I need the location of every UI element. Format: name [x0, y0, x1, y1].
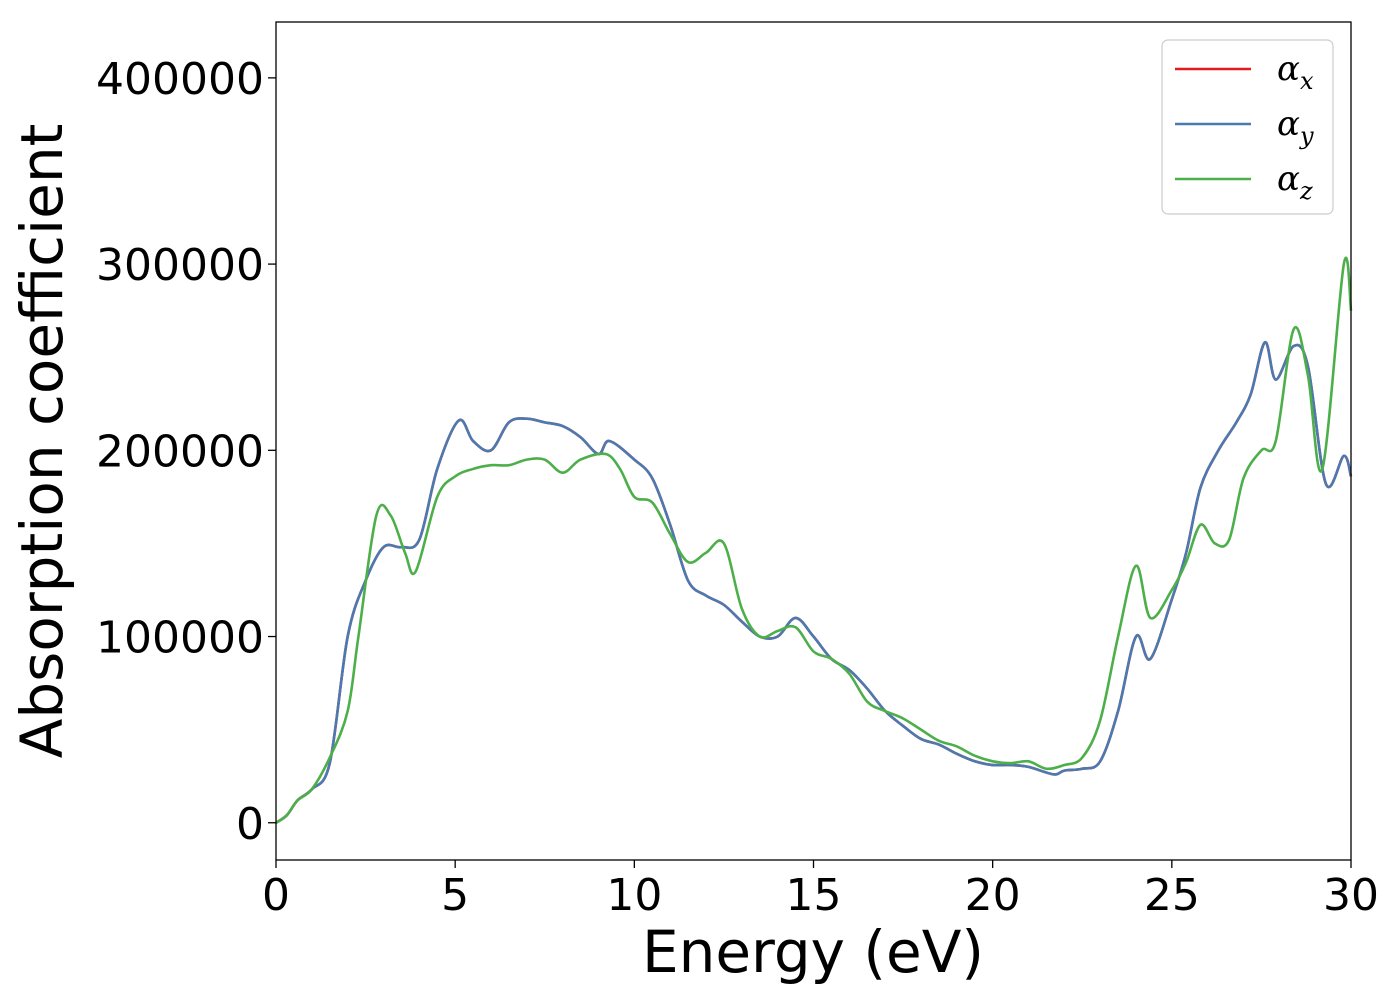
x-tick-label: 15: [786, 870, 842, 921]
y-axis-ticks: 0 100000 200000 300000 400000: [96, 54, 276, 850]
legend-entries: αx αy αz: [1175, 49, 1314, 205]
y-tick-label: 400000: [96, 54, 264, 105]
legend: αx αy αz: [1161, 39, 1334, 215]
x-tick-label: 5: [441, 870, 469, 921]
series-line-y: [275, 340, 1353, 824]
x-tick-label: 20: [965, 870, 1021, 921]
x-axis-ticks: 0 5 10 15 20 25 30: [262, 860, 1379, 921]
legend-frame: [1161, 39, 1334, 215]
y-axis-label: Absorption coefficient: [8, 124, 76, 759]
y-tick-label: 100000: [96, 613, 264, 664]
x-axis-label: Energy (eV): [642, 918, 984, 986]
x-tick-label: 30: [1323, 870, 1379, 921]
x-tick-label: 10: [606, 870, 662, 921]
y-tick-label: 300000: [96, 240, 264, 291]
x-tick-label: 0: [262, 870, 290, 921]
legend-label-y: αy: [1277, 104, 1314, 150]
legend-label-z: αz: [1277, 159, 1313, 205]
series-layer: [275, 256, 1353, 824]
series-line-z: [275, 256, 1353, 824]
legend-label-x: αx: [1277, 49, 1314, 95]
x-tick-label: 25: [1144, 870, 1200, 921]
y-tick-label: 200000: [96, 426, 264, 477]
y-tick-label: 0: [236, 799, 264, 850]
